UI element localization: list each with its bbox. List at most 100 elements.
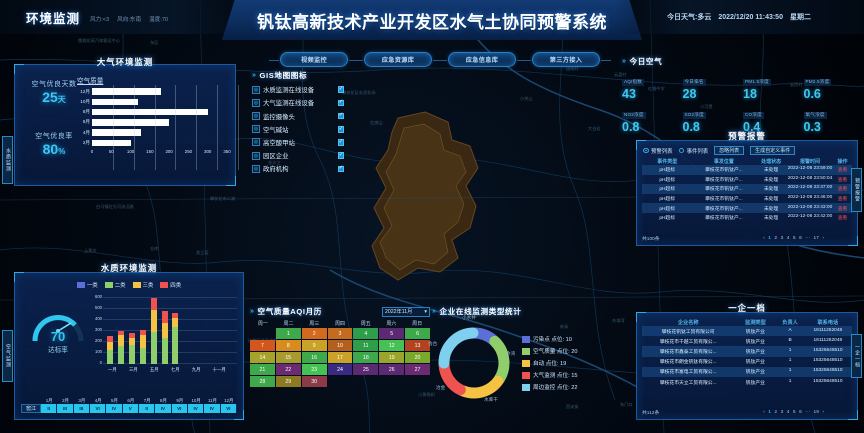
company-row[interactable]: 攀枝花市朗金钒钛有限公... 钒钛产业 1 15325648510 bbox=[642, 357, 852, 367]
gis-layer-item-3[interactable]: ◎ 空气碱站 bbox=[252, 125, 344, 134]
calendar-day[interactable]: 7 bbox=[250, 340, 275, 351]
calendar-day[interactable]: 18 bbox=[353, 352, 379, 363]
alarm-page-links[interactable]: ‹ 1 2 3 4 5 6 ··· 17 › bbox=[763, 236, 824, 241]
side-tab-alarm[interactable]: 预警报警 bbox=[851, 168, 862, 212]
layer-checkbox[interactable] bbox=[337, 126, 344, 133]
page-link[interactable]: 6 bbox=[799, 236, 802, 241]
view-link[interactable]: 查看 bbox=[837, 216, 848, 222]
alarm-row[interactable]: pH超标 攀枝花市钒钛产... 未处理 2022-12-08 23:46:00 查看 bbox=[642, 194, 852, 204]
company-row[interactable]: 攀枝花市千越工贸有限公... 钒钛产业 B 18111252048 bbox=[642, 336, 852, 346]
company-row[interactable]: 攀枝花钒钛工贸有限公司 钒钛产业 A 18111252048 bbox=[642, 326, 852, 337]
page-link[interactable]: 1 bbox=[768, 236, 771, 241]
page-link[interactable]: › bbox=[822, 236, 824, 241]
view-link[interactable]: 查看 bbox=[837, 168, 848, 174]
side-tab-air[interactable]: 空气监测 bbox=[2, 330, 13, 382]
calendar-day[interactable]: 25 bbox=[353, 364, 379, 375]
donut-slice[interactable] bbox=[438, 327, 479, 369]
view-link[interactable]: 查看 bbox=[837, 177, 848, 183]
gis-layer-item-2[interactable]: ◎ 监控摄像头 bbox=[252, 112, 344, 121]
nav-emergency-resources[interactable]: 应急资源库 bbox=[353, 52, 443, 67]
page-link[interactable]: 4 bbox=[786, 236, 790, 241]
gis-layer-item-0[interactable]: ◎ 水质监测在线设备 bbox=[252, 85, 344, 94]
page-link[interactable]: 1 bbox=[768, 410, 771, 415]
calendar-day[interactable]: 9 bbox=[301, 340, 327, 351]
page-link[interactable]: 5 bbox=[792, 236, 796, 241]
calendar-day[interactable]: 30 bbox=[301, 376, 327, 387]
calendar-day[interactable]: 6 bbox=[405, 328, 430, 339]
nav-third-party[interactable]: 第三方接入 bbox=[521, 52, 611, 67]
calendar-day[interactable]: 29 bbox=[275, 376, 301, 387]
calendar-day[interactable]: 24 bbox=[327, 364, 353, 375]
gis-layer-item-6[interactable]: ◎ 政府机构 bbox=[252, 164, 344, 173]
calendar-day[interactable]: 2 bbox=[301, 328, 327, 339]
calendar-day[interactable]: 5 bbox=[379, 328, 405, 339]
page-link[interactable]: 6 bbox=[799, 410, 802, 415]
calendar-day[interactable]: 8 bbox=[275, 340, 301, 351]
layer-checkbox[interactable] bbox=[337, 165, 344, 173]
nav-emergency-info[interactable]: 应急信息库 bbox=[437, 52, 527, 67]
page-link[interactable]: 2 bbox=[774, 410, 778, 415]
company-row[interactable]: 攀枝花市富电工贸有限公... 钒钛产业 1 15325648510 bbox=[642, 366, 852, 377]
page-link[interactable]: ‹ bbox=[763, 236, 765, 241]
page-link[interactable]: ··· bbox=[805, 236, 811, 241]
calendar-day[interactable]: 27 bbox=[405, 364, 430, 375]
calendar-day[interactable]: 10 bbox=[327, 340, 353, 351]
alarm-row[interactable]: pH超标 攀枝花市钒钛产... 未处理 2022-12-08 23:50:04 查看 bbox=[642, 175, 852, 185]
page-link[interactable]: › bbox=[822, 410, 824, 415]
alarm-row[interactable]: pH超标 攀枝花市钒钛产... 未处理 2022-12-08 23:43:00 查看 bbox=[642, 203, 852, 213]
calendar-day[interactable]: 23 bbox=[301, 364, 327, 375]
page-link[interactable]: 3 bbox=[780, 410, 784, 415]
view-link[interactable]: 查看 bbox=[837, 187, 848, 193]
calendar-day[interactable]: 22 bbox=[275, 364, 301, 375]
create-custom-event-button[interactable]: 生成自定义事件 bbox=[750, 146, 796, 155]
calendar-day[interactable]: 17 bbox=[327, 352, 353, 363]
view-link[interactable]: 查看 bbox=[837, 197, 848, 203]
side-tab-water[interactable]: 水质监测 bbox=[2, 136, 13, 184]
radio-event-list[interactable]: 事件列表 bbox=[678, 147, 708, 155]
side-tab-company[interactable]: 一企一档 bbox=[851, 334, 862, 378]
alarm-row[interactable]: pH超标 攀枝花市钒钛产... 未处理 2022-12-08 23:59:00 查看 bbox=[642, 165, 852, 175]
view-link[interactable]: 查看 bbox=[837, 206, 848, 212]
calendar-day[interactable]: 1 bbox=[275, 328, 301, 339]
donut-slice[interactable] bbox=[489, 335, 510, 386]
layer-checkbox[interactable] bbox=[337, 86, 344, 93]
calendar-day[interactable]: 20 bbox=[405, 352, 430, 363]
layer-checkbox[interactable] bbox=[337, 152, 344, 159]
page-link[interactable]: 4 bbox=[786, 410, 790, 415]
page-link[interactable]: 19 bbox=[813, 410, 819, 415]
gis-layer-item-4[interactable]: ◎ 高空酸甲站 bbox=[252, 138, 344, 147]
alarm-row[interactable]: pH超标 攀枝花市钒钛产... 未处理 2022-12-08 23:47:00 查看 bbox=[642, 184, 852, 194]
donut-slice[interactable] bbox=[438, 359, 466, 396]
page-link[interactable]: 5 bbox=[792, 410, 796, 415]
calendar-day[interactable]: 4 bbox=[353, 328, 379, 339]
page-link[interactable]: ··· bbox=[805, 410, 811, 415]
calendar-day[interactable]: 13 bbox=[405, 340, 430, 351]
calendar-day[interactable]: 14 bbox=[250, 352, 275, 363]
alarm-row[interactable]: pH超标 攀枝花市钒钛产... 未处理 2022-12-08 23:42:00 查看 bbox=[642, 213, 852, 223]
layer-checkbox[interactable] bbox=[337, 99, 344, 107]
calendar-day[interactable]: 16 bbox=[301, 352, 327, 363]
donut-slice[interactable] bbox=[456, 375, 504, 399]
company-page-links[interactable]: ‹ 1 2 3 4 5 6 ··· 19 › bbox=[763, 410, 824, 415]
calendar-day[interactable]: 11 bbox=[353, 340, 379, 351]
page-link[interactable]: 3 bbox=[780, 236, 784, 241]
company-row[interactable]: 攀枝花市鑫泰工贸有限公... 钒钛产业 1 15325648510 bbox=[642, 346, 852, 357]
calendar-day[interactable]: 21 bbox=[250, 364, 275, 375]
calendar-day[interactable]: 28 bbox=[250, 376, 275, 387]
calendar-day[interactable]: 3 bbox=[327, 328, 353, 339]
calendar-day[interactable]: 26 bbox=[379, 364, 405, 375]
calendar-day[interactable]: 19 bbox=[379, 352, 405, 363]
gis-layer-item-5[interactable]: ◎ 园区企业 bbox=[252, 151, 344, 160]
radio-warning-list[interactable]: 预警列表 bbox=[643, 147, 673, 155]
layer-checkbox[interactable] bbox=[337, 112, 344, 120]
layer-checkbox[interactable] bbox=[337, 139, 344, 146]
nav-video-monitor[interactable]: 视频监控 bbox=[269, 52, 359, 67]
page-link[interactable]: ‹ bbox=[763, 410, 765, 415]
calendar-day[interactable]: 15 bbox=[275, 352, 301, 363]
gis-layer-item-1[interactable]: ◎ 大气监测在线设备 bbox=[252, 98, 344, 107]
month-select[interactable]: 2022年11月 ▾ bbox=[382, 306, 430, 317]
page-link[interactable]: 17 bbox=[813, 236, 819, 241]
page-link[interactable]: 2 bbox=[774, 236, 778, 241]
ignore-list-button[interactable]: 忽略列表 bbox=[714, 146, 745, 155]
